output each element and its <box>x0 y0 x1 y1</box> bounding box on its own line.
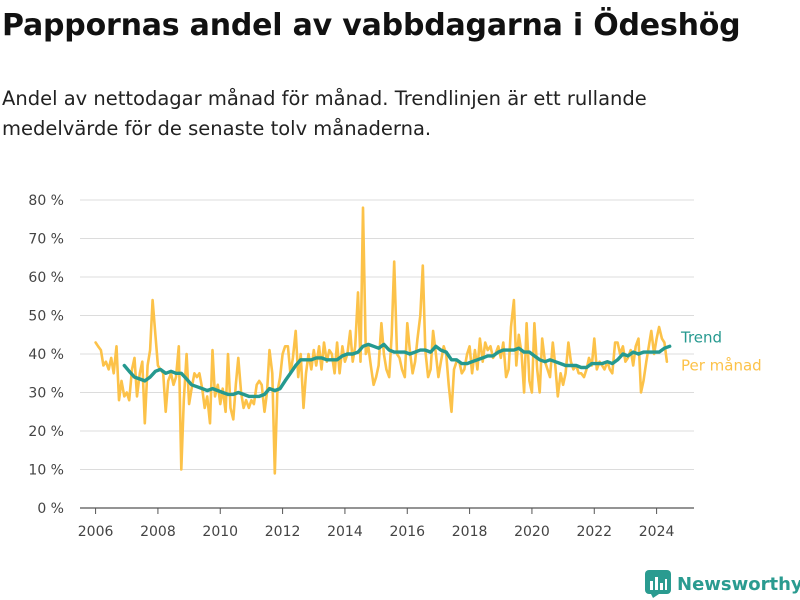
y-tick-label: 50 % <box>28 309 64 325</box>
x-tick-label: 2018 <box>452 524 488 540</box>
y-axis-ticks: 0 % 10 % 20 % 30 % 40 % 50 % 60 % 70 % 80 % <box>28 193 64 517</box>
series-labels: Per månad Trend <box>680 328 762 374</box>
x-tick-label: 2006 <box>78 524 114 540</box>
series-label: Trend <box>680 328 722 346</box>
brand-name: Newsworthy <box>677 573 800 595</box>
y-tick-label: 40 % <box>28 347 64 363</box>
chart-title: Pappornas andel av vabbdagarna i Ödeshög <box>2 8 741 43</box>
x-tick-label: 2024 <box>639 524 675 540</box>
series-line <box>122 342 672 399</box>
x-tick-label: 2008 <box>140 524 176 540</box>
series-line <box>94 206 669 475</box>
newsworthy-logo-icon <box>645 570 671 598</box>
x-tick-label: 2010 <box>202 524 238 540</box>
x-axis-ticks: 2006 2008 2010 2012 2014 2016 2018 2020 2022 2024 <box>78 508 675 540</box>
series-label: Per månad <box>681 357 762 375</box>
y-tick-label: 20 % <box>28 424 64 440</box>
y-tick-label: 80 % <box>28 193 64 209</box>
y-tick-label: 70 % <box>28 232 64 248</box>
y-tick-label: 0 % <box>37 501 64 517</box>
y-tick-label: 10 % <box>28 463 64 479</box>
gridlines <box>80 199 694 470</box>
y-tick-label: 30 % <box>28 386 64 402</box>
x-tick-label: 2012 <box>265 524 301 540</box>
chart-subtitle: Andel av nettodagar månad för månad. Tre… <box>2 87 647 140</box>
x-tick-label: 2014 <box>327 524 363 540</box>
brand-logo: Newsworthy <box>645 568 800 600</box>
x-tick-label: 2016 <box>389 524 425 540</box>
x-tick-label: 2020 <box>514 524 550 540</box>
y-tick-label: 60 % <box>28 270 64 286</box>
series-lines <box>94 206 672 475</box>
x-tick-label: 2022 <box>576 524 612 540</box>
